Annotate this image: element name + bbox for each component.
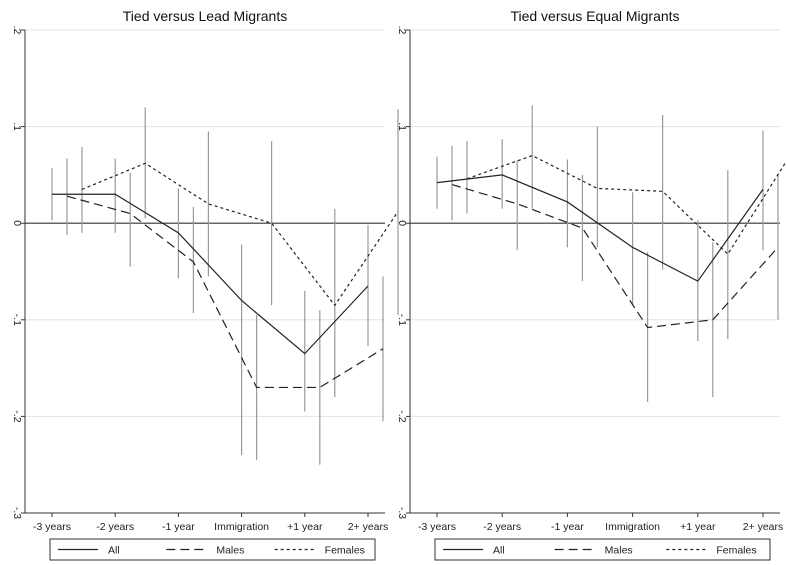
- legend-box: [49, 538, 376, 561]
- x-tick-label: -3 years: [33, 521, 71, 533]
- series-line-males: [451, 183, 779, 329]
- legend: All Males Females: [49, 538, 376, 561]
- series-line-females: [81, 162, 399, 307]
- x-tick-label: Immigration: [605, 521, 660, 533]
- x-tick-label: 2+ years: [348, 521, 389, 533]
- y-tick-label: -.1: [396, 314, 408, 326]
- y-tick-label: -.3: [396, 507, 408, 519]
- legend-label-females: Females: [325, 545, 365, 557]
- legend: All Males Females: [434, 538, 771, 561]
- legend-label-all: All: [493, 545, 505, 557]
- chart-title: Tied versus Lead Migrants: [123, 8, 287, 24]
- x-tick-label: -1 year: [162, 521, 195, 533]
- y-tick-label: -.1: [11, 314, 23, 326]
- chart-panel-1: Tied versus Lead Migrants.2.10-.1-.2-.3-…: [11, 8, 399, 561]
- y-tick-label: .1: [11, 122, 23, 131]
- x-tick-label: +1 year: [680, 521, 716, 533]
- x-tick-label: -2 years: [96, 521, 134, 533]
- y-tick-label: .1: [396, 122, 408, 131]
- x-tick-label: Immigration: [214, 521, 269, 533]
- x-tick-label: +1 year: [287, 521, 323, 533]
- y-tick-label: .2: [11, 26, 23, 35]
- chart-panel-2: Tied versus Equal Migrants .2 .1 0 -.1 -.2 -.3…: [396, 8, 786, 561]
- y-tick-label: -.2: [11, 410, 23, 422]
- series-line-males: [66, 195, 384, 389]
- legend-label-males: Males: [605, 545, 633, 557]
- legend-label-all: All: [108, 545, 120, 557]
- y-tick-label: 0: [396, 220, 408, 226]
- x-tick-label: 2+ years: [743, 521, 784, 533]
- y-tick-label: 0: [11, 220, 23, 226]
- x-tick-label: -1 year: [551, 521, 584, 533]
- legend-label-males: Males: [216, 545, 244, 557]
- series-line-females: [466, 154, 786, 256]
- y-tick-label: .2: [396, 26, 408, 35]
- y-tick-label: -.3: [11, 507, 23, 519]
- legend-box: [434, 538, 771, 561]
- x-tick-label: -2 years: [483, 521, 521, 533]
- series-line-all: [52, 193, 369, 355]
- legend-label-females: Females: [716, 545, 756, 557]
- chart-title: Tied versus Equal Migrants: [510, 8, 679, 24]
- x-tick-label: -3 years: [418, 521, 456, 533]
- series-line-all: [436, 174, 764, 282]
- y-tick-label: -.2: [396, 410, 408, 422]
